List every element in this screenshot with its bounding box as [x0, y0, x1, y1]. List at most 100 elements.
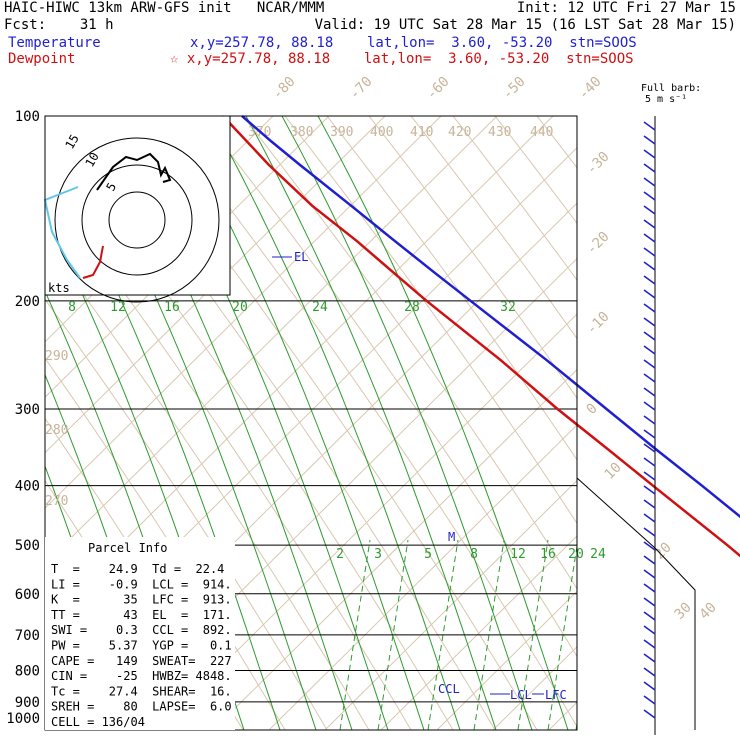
wind-barb [643, 667, 656, 677]
frame-diagonal [576, 477, 696, 730]
dry-adiabat-line [621, 116, 740, 730]
theta-label: 400 [370, 125, 393, 140]
dewpoint-location: ☆ x,y=257.78, 88.18 lat,lon= 3.60, -53.2… [170, 51, 634, 67]
wind-barb [643, 317, 656, 327]
wind-barb [643, 387, 656, 397]
level-markers: EL M CCL LCL LFC [272, 250, 567, 702]
theta-label: 380 [290, 125, 313, 140]
wind-barb [643, 639, 656, 649]
isotherm-line [212, 368, 577, 730]
dry-adiabat-line [45, 298, 328, 730]
mixing-ratio-label: 24 [590, 547, 606, 562]
pressure-tick-label: 800 [15, 663, 40, 679]
temperature-location: x,y=257.78, 88.18 lat,lon= 3.60, -53.20 … [190, 35, 637, 51]
wind-barb [643, 569, 656, 579]
moist-adiabat-line [209, 116, 461, 730]
pressure-tick-label: 1000 [6, 711, 40, 727]
isotherm-line [380, 535, 577, 730]
wind-barb [643, 359, 656, 369]
mixing-ratio-line [427, 539, 459, 730]
wind-barb [643, 415, 656, 425]
wind-barb [643, 345, 656, 355]
mixing-ratio-label: 28 [404, 300, 420, 315]
barb-key-title: Full barb: [641, 83, 702, 94]
wind-barb [643, 247, 656, 257]
isotherm-line [156, 313, 577, 730]
isotherm-label: 10 [602, 460, 625, 483]
wind-barb [643, 471, 656, 481]
isotherm-label: -50 [500, 74, 529, 103]
wind-barbs [643, 116, 656, 735]
pressure-tick-label: 100 [15, 109, 40, 125]
mixing-ratio-label: 12 [110, 300, 126, 315]
hodograph-trace-upper [96, 152, 172, 191]
temperature-profile [241, 115, 740, 519]
mixing-ratio-line [547, 543, 577, 730]
barb-key-value: 5 m s⁻¹ [645, 94, 688, 105]
wind-barb [643, 681, 656, 691]
dry-adiabat-line [326, 116, 577, 461]
parcel-info-row: LI = -0.9 LCL = 914. [51, 577, 232, 591]
hodograph-frame [44, 115, 231, 296]
hodograph-ring-label: 15 [62, 132, 81, 152]
pressure-tick-label: 900 [15, 695, 40, 711]
wind-barb [643, 261, 656, 271]
isotherm-line [268, 424, 577, 730]
parcel-info-row: Tc = 27.4 SHEAR= 16. [51, 684, 232, 698]
isotherm-label: -80 [270, 74, 299, 103]
dewpoint-legend-label: Dewpoint [8, 51, 76, 67]
pressure-tick-label: 200 [15, 294, 40, 310]
mixing-ratio-line [339, 539, 371, 730]
isotherm-label: -40 [576, 74, 605, 103]
theta-label: 270 [45, 494, 68, 509]
parcel-info-row: T = 24.9 Td = 22.4 [51, 562, 224, 576]
hodograph-ring-15 [54, 137, 220, 303]
wind-barb [643, 499, 656, 509]
wind-barb [643, 583, 656, 593]
mixing-ratio-label: 16 [164, 300, 180, 315]
dry-adiabat-line [45, 241, 370, 730]
dry-adiabat-line [242, 116, 577, 590]
isotherm-label: -30 [584, 149, 613, 178]
ccl-label: CCL [438, 682, 460, 696]
isotherm-line [436, 590, 577, 730]
pressure-tick-label: 300 [15, 402, 40, 418]
wind-barb [643, 443, 656, 453]
dry-adiabat-line [494, 116, 577, 225]
wind-barb [643, 205, 656, 215]
isotherm-label: -20 [584, 229, 613, 258]
parcel-info-title: Parcel Info [88, 541, 167, 555]
mixing-ratio-label: 3 [374, 547, 382, 562]
dry-adiabat-line [536, 116, 577, 169]
pressure-tick-label: 500 [15, 538, 40, 554]
mixing-ratio-label: 5 [424, 547, 432, 562]
theta-label: 430 [488, 125, 511, 140]
hodograph-trace-lower [82, 245, 104, 279]
parcel-info-row: CAPE = 149 SWEAT= 227 [51, 654, 232, 668]
wind-barb [643, 625, 656, 635]
model-title: HAIC-HIWC 13km ARW-GFS init NCAR/MMM [4, 0, 325, 16]
wind-barb [643, 135, 656, 145]
lcl-label: LCL [510, 688, 532, 702]
wind-barb [643, 401, 656, 411]
moist-adiabat-line [281, 116, 533, 730]
theta-label: 290 [45, 349, 68, 364]
wind-barb [643, 485, 656, 495]
parcel-info-row: K = 35 LFC = 913. [51, 593, 232, 607]
wind-barb [643, 219, 656, 229]
mixing-ratio-label: 32 [500, 300, 516, 315]
mixing-ratio-label: 2 [336, 547, 344, 562]
mixing-ratio-label: 16 [540, 547, 556, 562]
wind-barb [643, 303, 656, 313]
wind-barb [643, 653, 656, 663]
wind-barb [643, 611, 656, 621]
dry-adiabat-line [452, 116, 577, 281]
wind-barb [643, 289, 656, 299]
m-label: M [448, 530, 455, 544]
dry-adiabat-line [579, 116, 740, 730]
wind-barb [643, 527, 656, 537]
dry-adiabat-line [158, 116, 577, 728]
isotherm-line [661, 116, 740, 730]
wind-barb [643, 177, 656, 187]
